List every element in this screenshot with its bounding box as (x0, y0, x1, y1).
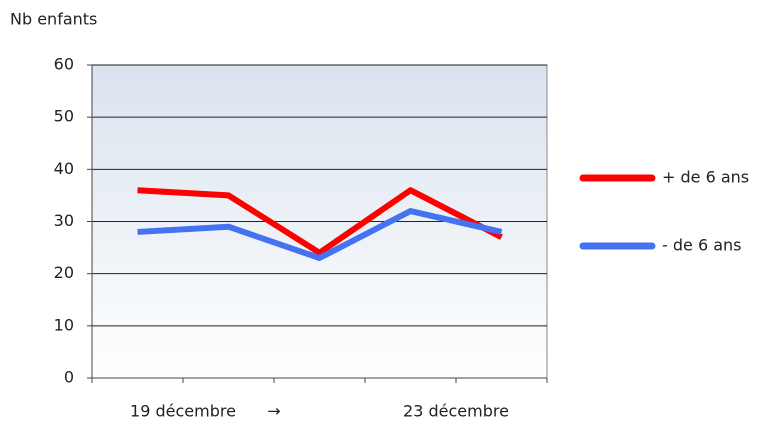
x-tick-label: → (267, 402, 280, 421)
y-tick-label: 0 (64, 368, 74, 387)
y-tick-label: 30 (54, 211, 74, 230)
y-tick-label: 10 (54, 315, 74, 334)
legend-label: + de 6 ans (662, 168, 749, 187)
y-axis-label: Nb enfants (10, 10, 97, 29)
x-tick-label: 23 décembre (403, 402, 509, 421)
series-line (137, 187, 503, 256)
y-tick-label: 20 (54, 263, 74, 282)
y-tick-label: 50 (54, 107, 74, 126)
legend-label: - de 6 ans (662, 236, 742, 255)
x-tick-label: 19 décembre (130, 402, 236, 421)
y-tick-label: 40 (54, 159, 74, 178)
y-tick-label: 60 (54, 55, 74, 74)
series-line (137, 208, 503, 262)
